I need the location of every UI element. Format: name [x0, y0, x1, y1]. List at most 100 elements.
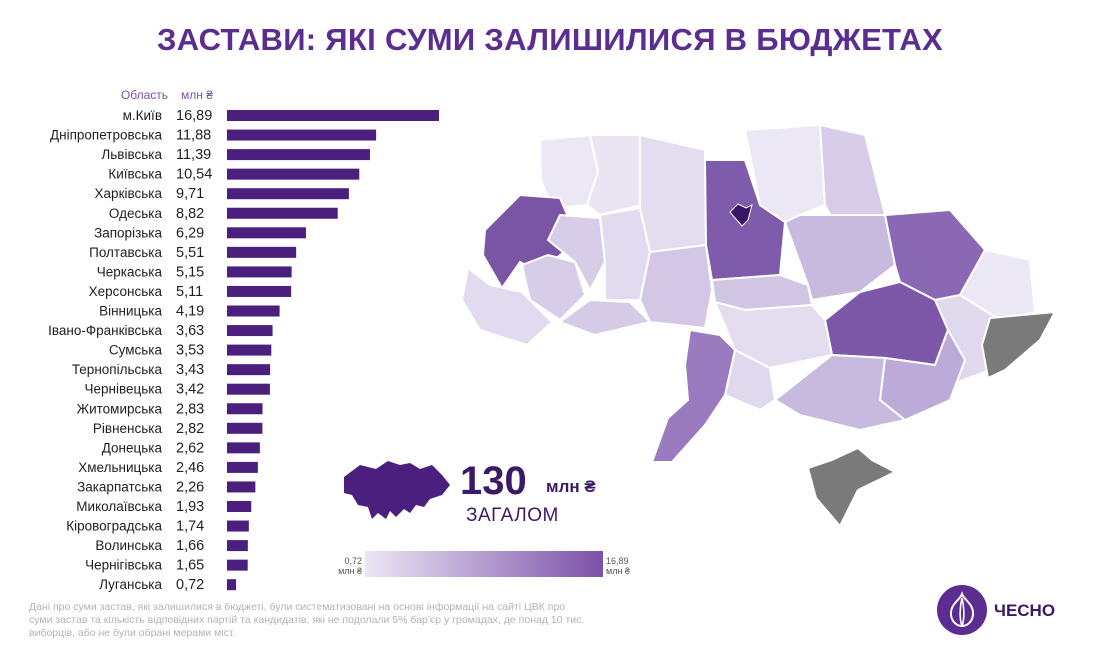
bar	[227, 246, 297, 258]
category-label: Тернопільська	[72, 362, 163, 377]
category-label: Харківська	[95, 186, 163, 201]
value-label: 9,71	[176, 186, 204, 202]
region-vinnytska	[638, 243, 714, 330]
category-label: Кіровоградська	[66, 519, 162, 534]
value-label: 2,83	[176, 401, 204, 417]
total-label: ЗАГАЛОМ	[466, 505, 559, 526]
region-sumska	[818, 123, 887, 216]
bar	[227, 383, 270, 395]
bar	[227, 442, 260, 454]
bar	[227, 579, 237, 591]
category-label: Чернівецька	[85, 382, 163, 397]
legend-gradient	[365, 551, 603, 577]
region-odeska	[650, 328, 737, 463]
value-label: 2,46	[176, 460, 204, 476]
category-label: Вінницька	[99, 304, 162, 319]
footnote: Дані про суми застав, які залишилися в б…	[29, 601, 585, 639]
region-poltavska	[783, 214, 897, 302]
value-label: 5,15	[176, 264, 204, 280]
ukraine-silhouette-icon	[344, 461, 450, 519]
value-label: 2,26	[176, 479, 204, 495]
bar	[227, 422, 263, 434]
value-label: 4,19	[176, 304, 204, 320]
value-label: 0,72	[176, 577, 204, 593]
bar	[227, 520, 249, 532]
category-label: Чернігівська	[85, 558, 162, 573]
chesno-logo: ЧЕСНО	[936, 582, 1076, 642]
region-zakarpatska	[460, 266, 554, 347]
total-unit: млн ₴	[546, 477, 596, 496]
chart-title: ЗАСТАВИ: ЯКІ СУМИ ЗАЛИШИЛИСЯ В БЮДЖЕТАХ	[156, 22, 943, 57]
bar	[227, 207, 338, 219]
value-label: 3,53	[176, 343, 204, 359]
value-label: 11,88	[176, 128, 211, 144]
category-label: Запорізька	[94, 225, 162, 240]
value-label: 1,66	[176, 538, 204, 554]
bar	[227, 285, 292, 297]
value-label: 8,82	[176, 206, 204, 222]
garlic-logo-icon	[937, 585, 987, 635]
bar	[227, 188, 349, 200]
logo-name: ЧЕСНО	[994, 601, 1056, 620]
bar	[227, 227, 306, 239]
value-label: 11,39	[176, 147, 211, 163]
value-label: 5,51	[176, 245, 204, 261]
category-label: Закарпатська	[77, 479, 162, 494]
category-label: Донецька	[102, 440, 163, 455]
legend-min: 0,72 млн ₴	[330, 556, 362, 576]
value-label: 1,65	[176, 558, 204, 574]
value-label: 10,54	[176, 167, 212, 183]
category-label: Сумська	[109, 343, 163, 358]
value-label: 16,89	[176, 108, 212, 124]
region-zhytomyrska	[639, 133, 708, 254]
bar	[227, 559, 248, 571]
bar	[227, 481, 256, 493]
bar	[227, 461, 258, 473]
bar	[227, 344, 272, 356]
category-label: Луганська	[99, 577, 162, 592]
category-label: м.Київ	[123, 108, 162, 123]
region-kyiv-city	[729, 203, 753, 227]
value-label: 1,93	[176, 499, 204, 515]
value-label: 6,29	[176, 225, 204, 241]
value-label: 1,74	[176, 519, 204, 535]
legend-max: 16,89 млн ₴	[606, 556, 640, 576]
category-label: Черкаська	[97, 264, 163, 279]
bar	[227, 403, 263, 415]
category-label: Миколаївська	[76, 499, 162, 514]
total-number: 130	[460, 459, 527, 503]
bar	[227, 325, 273, 337]
category-label: Дніпропетровська	[50, 128, 162, 143]
legend-min-unit: млн ₴	[338, 566, 362, 576]
bar	[227, 168, 360, 180]
category-label: Житомирська	[77, 401, 163, 416]
value-header: млн ₴	[181, 88, 213, 102]
bar	[227, 364, 271, 376]
category-label: Волинська	[95, 538, 162, 553]
category-label: Полтавська	[89, 245, 162, 260]
color-legend: 0,72 млн ₴ 16,89 млн ₴	[330, 551, 650, 581]
category-label: Одеська	[109, 206, 163, 221]
bar	[227, 149, 370, 161]
value-label: 2,62	[176, 440, 204, 456]
legend-min-value: 0,72	[344, 556, 362, 566]
value-label: 5,11	[176, 284, 203, 300]
bar	[227, 305, 280, 317]
category-label: Київська	[108, 167, 162, 182]
bar	[227, 110, 439, 121]
bar	[227, 129, 377, 141]
category-header: Область	[121, 88, 168, 102]
value-label: 3,63	[176, 323, 204, 339]
bars-group: м.Київ 16,89 Дніпропетровська 11,88 Львівськ…	[48, 108, 439, 593]
region-khersonska	[773, 353, 908, 432]
value-label: 3,43	[176, 362, 204, 378]
bar	[227, 266, 292, 278]
legend-max-unit: млн ₴	[606, 566, 630, 576]
category-label: Львівська	[101, 147, 162, 162]
bar	[227, 540, 248, 552]
bar	[227, 501, 252, 512]
category-label: Хмельницька	[78, 460, 162, 475]
category-label: Херсонська	[89, 284, 163, 299]
